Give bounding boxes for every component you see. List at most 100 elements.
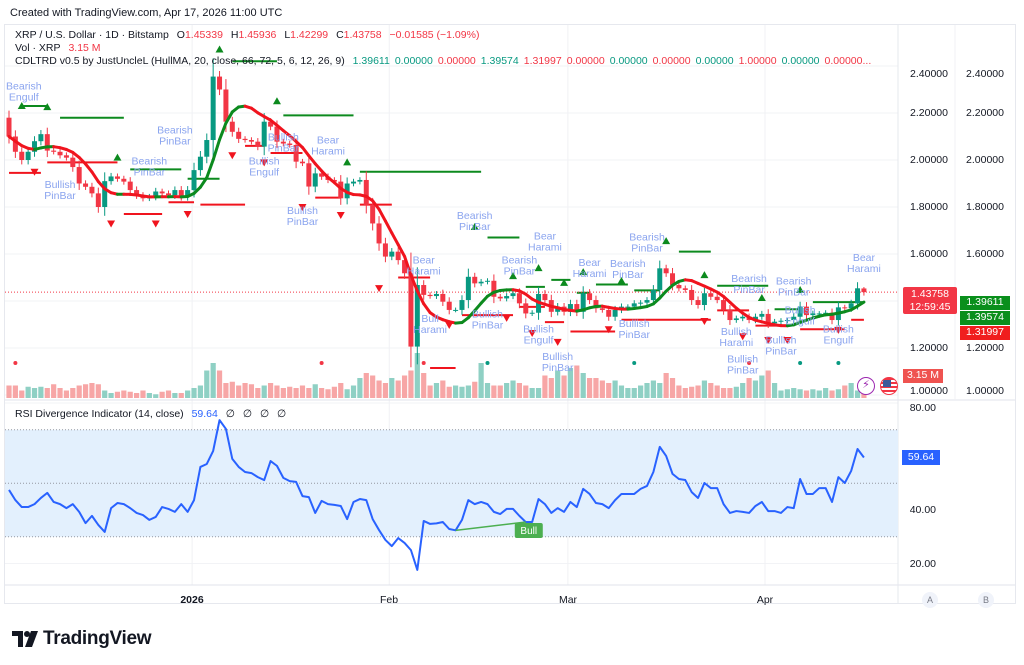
created-with-caption: Created with TradingView.com, Apr 17, 20… [10, 7, 283, 19]
candle [351, 178, 357, 187]
hull-ma-segment [205, 158, 215, 180]
volume-bar [491, 385, 497, 398]
candle-body [485, 280, 490, 282]
volume-bar [453, 385, 459, 398]
scale-b-button[interactable]: B [978, 592, 994, 608]
candle-body [299, 161, 305, 164]
candle-body [236, 131, 242, 139]
candle [376, 216, 382, 251]
candle [76, 160, 82, 190]
hull-ma-segment [383, 219, 394, 235]
pattern-label: Bearish PinBar [457, 210, 493, 233]
hull-ma-line [7, 104, 866, 328]
pattern-label-line: Bullish [823, 324, 854, 336]
pattern-label: Bullish Engulf [249, 156, 280, 179]
up-triangle-icon [700, 271, 709, 279]
indicator-legend[interactable]: CDLTRD v0.5 by JustUncleL (HullMA, 20, c… [15, 55, 876, 67]
volume-bar [810, 389, 816, 398]
candle [178, 186, 184, 201]
volume-bar [146, 393, 152, 398]
candle [497, 294, 503, 302]
candle-body [631, 303, 637, 307]
up-triangle-icon [796, 285, 805, 293]
open-label: O [176, 29, 185, 41]
candle-body [197, 156, 203, 171]
volume-bar [504, 383, 510, 398]
price-axis-label: 2.20000 [910, 107, 948, 119]
candle [433, 291, 439, 299]
pattern-label-line: PinBar [268, 143, 300, 155]
volume-label: Vol · XRP [15, 42, 61, 54]
rsi-legend[interactable]: RSI Divergence Indicator (14, close) 59.… [15, 408, 291, 420]
pattern-label: Bearish PinBar [157, 125, 193, 148]
candle [491, 274, 497, 304]
candle-body [280, 141, 286, 144]
volume-bar [395, 380, 401, 398]
symbol-legend[interactable]: XRP / U.S. Dollar · 1D · Bitstamp O1.453… [15, 29, 484, 41]
pattern-label-line: PinBar [612, 269, 644, 281]
candle-body [268, 121, 274, 127]
rsi-extra: ∅ [277, 408, 287, 420]
candle [197, 151, 203, 176]
pattern-label-line: Harami [528, 241, 562, 253]
pattern-label-line: PinBar [727, 365, 759, 377]
bull-divergence-line [455, 521, 526, 532]
auto-scale-button[interactable]: A [922, 592, 938, 608]
candle-body [516, 293, 522, 304]
pattern-label: Bullish PinBar [542, 351, 574, 374]
price-axis-label: 1.20000 [910, 342, 948, 354]
last-price-badge: 1.43758 12:59:45 [903, 287, 957, 314]
us-flag-icon[interactable] [880, 377, 898, 395]
candle [842, 304, 848, 311]
candle-body [676, 285, 682, 289]
pattern-label: Bear Harami [528, 230, 562, 253]
candle-body [248, 140, 254, 142]
volume-bar [401, 375, 408, 398]
pattern-label: Bear Harami [847, 252, 881, 275]
volume-bar [638, 385, 644, 398]
pattern-label-line: Bearish [457, 210, 493, 222]
pattern-label-line: PinBar [618, 329, 650, 341]
candle-body [408, 273, 414, 347]
candle [395, 247, 401, 265]
candle [733, 315, 739, 323]
volume-bar [791, 388, 797, 398]
open-value: 1.45339 [184, 29, 223, 41]
candle [465, 268, 471, 309]
hull-ma-segment [409, 273, 419, 293]
candle-body [861, 288, 867, 293]
volume-bar [236, 385, 242, 398]
candle [510, 290, 516, 300]
volume-value: 3.15 M [68, 42, 101, 54]
lightning-icon[interactable]: ⚡ [857, 377, 875, 395]
hull-ma-segment [377, 207, 387, 223]
candle [714, 293, 720, 304]
down-triangle-icon [375, 285, 384, 293]
volume-legend[interactable]: Vol · XRP 3.15 M [15, 42, 106, 54]
candle [459, 295, 465, 315]
hull-ma-segment [198, 176, 209, 189]
volume-bar [140, 390, 146, 398]
candle-body [6, 117, 12, 137]
candle-body [567, 304, 573, 312]
volume-bar [682, 388, 688, 398]
indicator-value: 1.00000 [738, 55, 777, 67]
candle-body [829, 312, 835, 321]
candle [102, 172, 108, 216]
volume-bar [389, 378, 395, 398]
high-value: 1.45936 [238, 29, 277, 41]
pattern-label-line: Bear [413, 254, 436, 266]
pattern-label-line: PinBar [472, 319, 504, 331]
candle-body [261, 121, 267, 147]
volume-bar [631, 388, 637, 398]
pattern-label-line: PinBar [159, 136, 191, 148]
tradingview-logo[interactable]: TradingView [12, 628, 152, 650]
last-price: 1.43758 [911, 288, 949, 300]
candle-body [127, 181, 133, 191]
volume-bar [465, 385, 471, 398]
pattern-label-line: Engulf [824, 335, 854, 347]
pattern-label-line: Engulf [524, 335, 554, 347]
candle-body [491, 280, 497, 297]
